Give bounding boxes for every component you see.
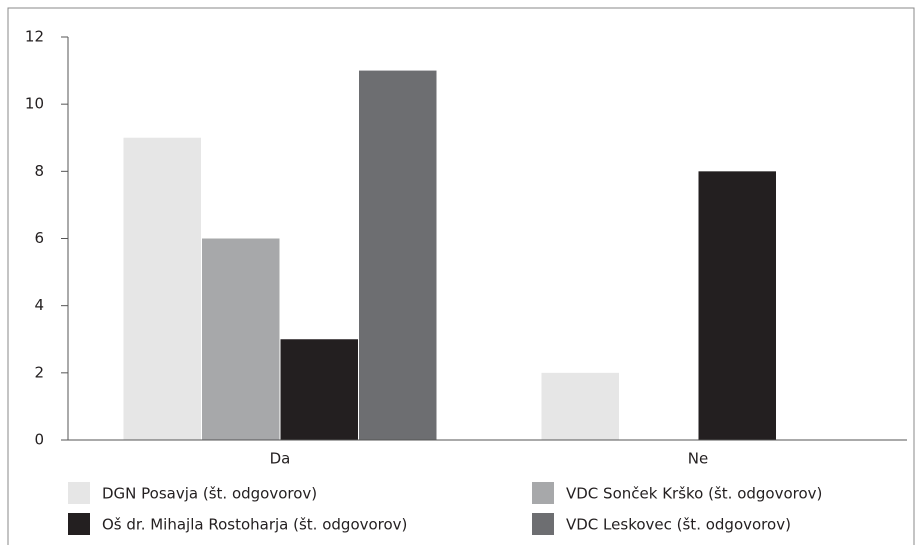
bar (280, 339, 358, 440)
y-tick-label: 10 (25, 95, 44, 113)
legend-swatch (532, 513, 554, 535)
x-tick-label: Da (270, 450, 291, 468)
legend-label: VDC Leskovec (št. odgovorov) (566, 516, 791, 534)
bar (359, 70, 437, 440)
legend-label: Oš dr. Mihajla Rostoharja (št. odgovorov… (102, 516, 407, 534)
legend-swatch (68, 513, 90, 535)
frame (7, 7, 915, 545)
y-tick-label: 8 (34, 162, 44, 180)
y-tick-label: 2 (34, 363, 44, 381)
y-tick-label: 0 (34, 431, 44, 449)
y-tick-label: 12 (25, 28, 44, 46)
bar (123, 137, 201, 440)
x-tick-label: Ne (688, 450, 708, 468)
bar (541, 372, 619, 440)
bar (202, 238, 280, 440)
legend-swatch (68, 482, 90, 504)
legend-label: VDC Sonček Krško (št. odgovorov) (566, 485, 822, 503)
y-tick-label: 4 (34, 296, 44, 314)
legend-label: DGN Posavja (št. odgovorov) (102, 485, 317, 503)
y-tick-label: 6 (34, 229, 44, 247)
bar (698, 171, 776, 441)
legend-swatch (532, 482, 554, 504)
